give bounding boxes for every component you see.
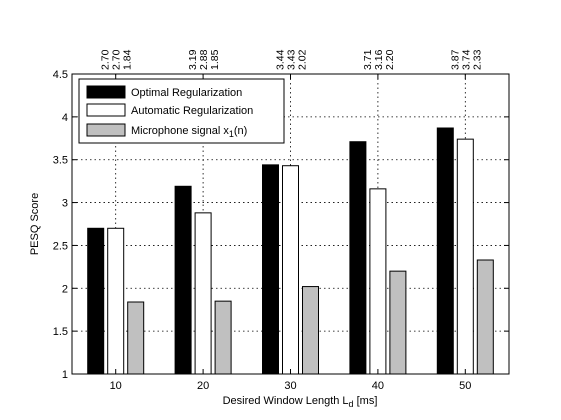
legend-swatch-microphone [86,123,126,137]
bar-automatic [456,138,474,375]
data-label-optimal: 3.87 [449,49,461,70]
y-tick-label: 2 [62,283,68,295]
y-tick-label: 2.5 [53,240,68,252]
bar-optimal [174,185,192,375]
y-tick-label: 3.5 [53,155,68,167]
y-tick-label: 4 [62,112,68,124]
bar-microphone [389,270,407,375]
x-axis-label-subscript: d [349,399,354,409]
legend-swatch-automatic [86,103,126,117]
bar-automatic [107,227,125,375]
data-label-optimal: 3.71 [362,49,374,70]
data-label-automatic: 2.88 [198,49,210,70]
x-tick-label: 50 [459,380,471,392]
legend-label-automatic: Automatic Regularization [131,105,253,117]
data-label-automatic: 3.74 [460,49,472,70]
bars [87,127,494,375]
y-tick-label: 1.5 [53,326,68,338]
y-tick-label: 1 [62,369,68,381]
data-label-microphone: 2.20 [384,49,396,70]
bar-automatic [282,165,299,375]
legend-label-microphone-main: Microphone signal x [131,125,229,137]
x-tick-label: 40 [372,380,384,392]
legend-swatch-optimal [86,85,126,99]
bar-automatic [194,212,212,375]
x-tick-label: 20 [197,380,209,392]
x-tick-label: 30 [284,380,296,392]
data-label-optimal: 3.19 [187,49,199,70]
data-label-automatic: 3.43 [286,49,298,70]
data-label-microphone: 1.84 [122,49,134,70]
x-tick-label: 10 [110,380,122,392]
bar-microphone [214,300,232,375]
x-axis-label-unit: [ms] [354,395,378,407]
x-axis-label: Desired Window Length Ld [ms] [223,395,378,409]
data-label-automatic: 3.16 [373,49,385,70]
axis-ticks: 1 1.5 2 2.5 3 3.5 4 4.5 10 20 30 40 50 [53,69,509,392]
legend-label-microphone-tail: (n) [234,125,247,137]
bar-automatic [369,188,387,375]
bar-microphone [127,301,145,375]
legend-label-optimal: Optimal Regularization [131,87,242,99]
x-axis-label-main: Desired Window Length L [223,395,349,407]
data-label-optimal: 3.44 [275,49,287,70]
data-label-optimal: 2.70 [100,49,112,70]
legend-label-microphone-subscript: 1 [229,129,234,139]
bar-optimal [87,227,105,375]
data-label-microphone: 2.02 [297,49,309,70]
bar-microphone [302,286,319,375]
bar-optimal [436,127,454,375]
data-label-microphone: 1.85 [209,49,221,70]
y-tick-label: 3 [62,198,68,210]
data-label-automatic: 2.70 [111,49,123,70]
bar-optimal [349,141,367,375]
y-axis-label: PESQ Score [29,193,41,255]
data-labels: 2.70 3.19 3.44 3.71 3.87 2.70 2.88 3.43 3.16 3.74… [100,49,484,70]
data-label-microphone: 2.33 [471,49,483,70]
bar-optimal [262,164,279,375]
bar-microphone [476,259,494,375]
legend: Optimal Regularization Automatic Regular… [78,78,285,144]
y-tick-label: 4.5 [53,69,68,81]
legend-label-microphone: Microphone signal x1(n) [131,125,247,139]
